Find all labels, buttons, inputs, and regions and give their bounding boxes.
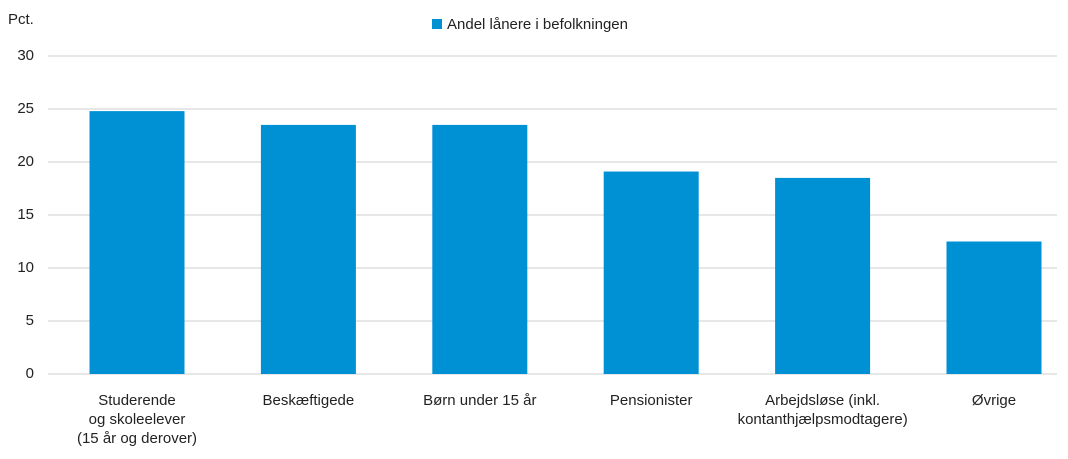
y-tick-label: 15 [17,206,34,223]
y-tick-label: 25 [17,100,34,117]
legend-label: Andel lånere i befolkningen [447,16,628,33]
x-tick-label: Øvrige [971,392,1017,409]
bar [603,171,699,374]
x-tick-label: Beskæftigede [262,392,355,409]
x-tick-label: Arbejdsløse (inkl. kontanthjælpsmodtager… [737,392,908,428]
bar [260,124,356,375]
x-tick-label: Pensionister [609,392,693,409]
bar [775,177,871,374]
x-tick-label: Studerende og skoleelever (15 år og dero… [76,392,198,447]
bar [946,241,1042,374]
y-tick-label: 20 [17,153,34,170]
x-tick-label: Børn under 15 år [423,392,537,409]
y-tick-label: 0 [26,365,34,382]
y-axis-label: Pct. [8,11,34,28]
y-tick-label: 30 [17,47,34,64]
bar [432,124,528,375]
legend-swatch [432,19,442,29]
bar [89,111,185,375]
y-tick-label: 5 [26,312,34,329]
y-tick-label: 10 [17,259,34,276]
